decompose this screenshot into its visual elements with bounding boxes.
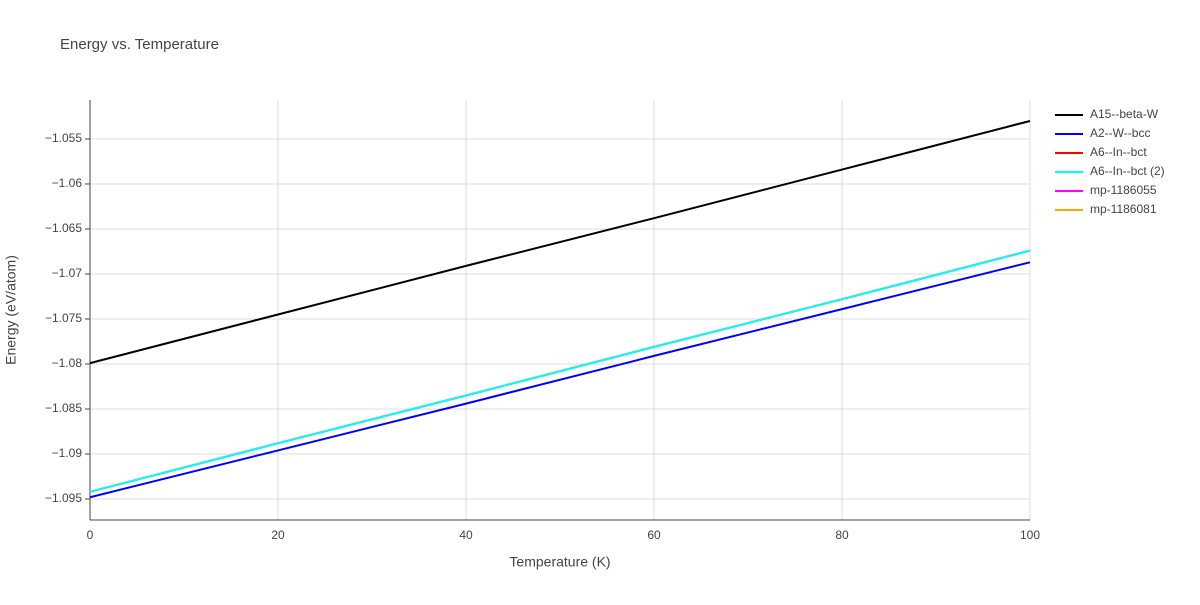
x-tick-label: 20 <box>271 528 285 542</box>
legend-label: A6--In--bct (2) <box>1090 164 1165 178</box>
y-tick-label: −1.095 <box>45 491 82 505</box>
y-tick-label: −1.065 <box>45 221 82 235</box>
line <box>89 249 1031 493</box>
y-tick-label: −1.07 <box>52 266 83 280</box>
y-tick-label: −1.055 <box>45 131 82 145</box>
y-tick-label: −1.075 <box>45 311 82 325</box>
legend-label: A6--In--bct <box>1090 145 1147 159</box>
x-tick-label: 0 <box>87 528 94 542</box>
x-tick-label: 40 <box>459 528 473 542</box>
line <box>89 261 1031 499</box>
y-tick-label: −1.09 <box>52 446 83 460</box>
legend-label: A15--beta-W <box>1090 107 1159 121</box>
y-tick-label: −1.085 <box>45 401 82 415</box>
x-axis-label: Temperature (K) <box>509 554 610 570</box>
chart-title: Energy vs. Temperature <box>60 36 219 53</box>
x-tick-label: 80 <box>835 528 849 542</box>
x-tick-label: 60 <box>647 528 661 542</box>
y-axis-label: Energy (eV/atom) <box>3 255 19 365</box>
legend-label: A2--W--bcc <box>1090 126 1150 140</box>
legend-label: mp-1186055 <box>1090 183 1157 197</box>
line <box>89 120 1031 365</box>
y-tick-label: −1.08 <box>52 356 83 370</box>
legend-label: mp-1186081 <box>1090 202 1157 216</box>
y-tick-label: −1.06 <box>52 176 83 190</box>
x-tick-label: 100 <box>1020 528 1040 542</box>
